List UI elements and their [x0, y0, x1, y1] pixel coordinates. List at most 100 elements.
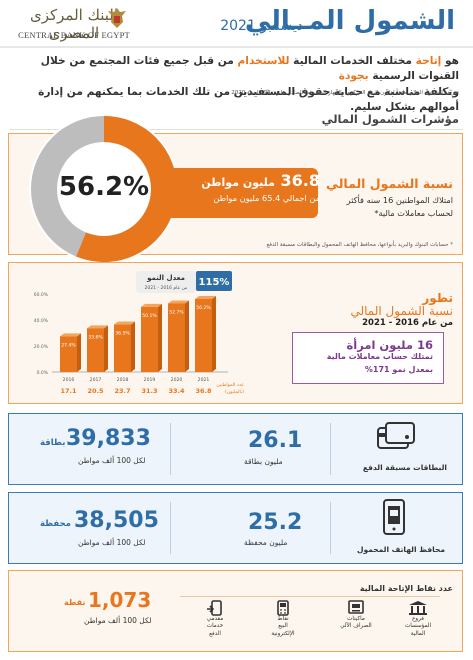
access-points-divider — [180, 596, 440, 597]
bar — [141, 306, 158, 372]
mobile-wallet-icon — [383, 499, 405, 535]
inclusion-description: امتلاك المواطنين 16 سنه فأكثر لحساب معام… — [346, 195, 453, 218]
inclusion-percent: 56.2% — [58, 172, 150, 202]
bar-data-label: 50.1% — [142, 313, 157, 319]
women-stat-box — [292, 332, 444, 384]
bar-top — [114, 321, 135, 325]
citizens-count-bar — [168, 168, 318, 218]
growth-badge-value: 115% — [199, 277, 230, 288]
bar-top — [60, 333, 81, 337]
access-point-label: ماكينات الصراف الآلي — [340, 616, 372, 630]
inclusion-bar-chart: معدل النمو من عام 2016 - 2021 115% 0.0% 20.0… — [34, 271, 244, 395]
definition-source: تعريف الشمول المالي طبقاً لقانون البنك ا… — [231, 90, 459, 96]
bar — [60, 336, 77, 372]
section-divider — [10, 129, 463, 130]
y-tick-label: 40.0% — [34, 318, 49, 324]
bar-side — [104, 325, 108, 372]
prepaid-cards-label: البطاقات مسبقة الدفع — [362, 463, 447, 472]
panel-divider — [170, 502, 171, 554]
logo-arabic: البنك المركزى المصرى — [29, 6, 119, 42]
access-point-pos: نقاط البيع الإلكترونية — [258, 600, 308, 642]
citizens-count-label: 20.5 — [87, 387, 104, 395]
definition-text: هو إتاحة مختلف الخدمات المالية للاستخدام… — [38, 55, 459, 114]
prepaid-cards-per100k-sub: لكل 100 ألف مواطن — [78, 456, 146, 465]
access-points-per100k-unit: نقطة — [64, 598, 86, 607]
report-date: ديسمبر 2021 — [220, 18, 303, 34]
bar — [114, 324, 131, 372]
inclusion-heading: نسبة الشمول المالي — [326, 176, 453, 191]
bar-data-label: 33.6% — [88, 334, 103, 340]
bar-top — [87, 325, 108, 329]
access-point-label: مقدمي خدمات الدفع — [206, 616, 224, 637]
women-desc: تمتلك حساب معاملات مالية — [326, 352, 433, 361]
mobile-wallets-per100k: 38,505 — [74, 508, 159, 533]
legend-subtitle: من عام 2016 - 2021 — [145, 285, 189, 291]
pos-icon — [277, 600, 289, 616]
mobile-wallets-unit: مليون محفظة — [244, 538, 288, 547]
bar-data-label: 52.7% — [169, 309, 184, 315]
mobile-wallets-per100k-unit: محفظة — [40, 519, 71, 529]
bar-side — [158, 303, 162, 372]
citizens-count-label: 17.1 — [60, 387, 77, 395]
access-point-atms: ماكينات الصراف الآلي — [331, 600, 381, 642]
women-growth: بمعدل نمو 171% — [364, 365, 433, 374]
mobile-wallets-per100k-sub: لكل 100 ألف مواطن — [78, 538, 146, 547]
header-divider — [0, 46, 473, 48]
bar — [195, 298, 212, 372]
mobile-wallets-panel — [8, 492, 463, 564]
x-tick-label: 2019 — [144, 377, 156, 383]
section-title: مؤشرات الشمول المالي — [321, 112, 459, 126]
trend-period: من عام 2016 - 2021 — [362, 318, 453, 328]
access-point-label: نقاط البيع الإلكترونية — [271, 616, 295, 637]
donut-filled-arc — [31, 116, 177, 262]
bar-top — [168, 300, 189, 304]
growth-badge — [196, 271, 232, 291]
bar-side — [185, 300, 189, 372]
bar — [168, 303, 185, 372]
citizens-count-label: 33.4 — [168, 387, 185, 395]
access-points-per100k-sub: لكل 100 ألف مواطن — [84, 616, 152, 625]
trend-subheading: نسبة الشمول المالي — [350, 304, 453, 318]
prepaid-cards-unit: مليون بطاقة — [244, 457, 283, 466]
bar-side — [77, 333, 81, 372]
x-tick-label: 2016 — [63, 377, 75, 383]
x-tick-label: 2018 — [117, 377, 129, 383]
bank-icon — [409, 601, 427, 615]
payment-provider-icon — [207, 600, 222, 616]
eagle-icon — [108, 8, 126, 28]
mobile-wallets-label: محافظ الهاتف المحمول — [357, 545, 445, 554]
access-point-label: فروع المؤسسات المالية — [404, 616, 432, 637]
series-label: عدد المواطنين — [216, 383, 244, 388]
page-title: الشمول المــالي — [244, 6, 455, 36]
panel-divider — [170, 423, 171, 475]
bar-data-label: 36.5% — [115, 331, 130, 337]
chart-legend — [136, 271, 196, 293]
atm-icon — [348, 600, 364, 614]
access-points-title: عدد نقاط الإتاحة المالية — [359, 584, 453, 593]
prepaid-cards-value: 26.1 — [248, 428, 303, 453]
bar — [87, 328, 104, 372]
bar-side — [131, 321, 135, 372]
citizens-total: من اجمالي 65.4 مليون مواطن — [213, 193, 320, 203]
trend-heading: تطور — [422, 291, 453, 305]
bar-top — [195, 295, 216, 299]
citizens-count-label: 36.8 — [195, 387, 212, 395]
cbe-logo: البنك المركزى المصرى CENTRAL BANK OF EGY… — [14, 6, 134, 44]
bar-data-label: 27.4% — [61, 342, 76, 348]
x-tick-label: 2021 — [198, 377, 210, 383]
citizens-count-label: 31.3 — [141, 387, 157, 395]
x-tick-label: 2020 — [171, 377, 183, 383]
y-tick-label: 0.0% — [37, 370, 49, 376]
logo-english: CENTRAL BANK OF EGYPT — [18, 30, 130, 40]
access-point-banks: فروع المؤسسات المالية — [393, 600, 443, 642]
y-tick-label: 20.0% — [34, 344, 49, 350]
citizens-count: 36.8 مليون مواطن — [201, 171, 320, 190]
prepaid-cards-per100k: 39,833 — [66, 426, 151, 451]
prepaid-cards-per100k-unit: بطاقة — [40, 438, 66, 448]
access-points-panel — [8, 570, 463, 652]
y-tick-label: 60.0% — [34, 292, 49, 298]
access-point-payment-providers: مقدمي خدمات الدفع — [190, 600, 240, 642]
mobile-wallets-value: 25.2 — [248, 510, 303, 535]
series-label-unit: (بالمليون) — [225, 389, 244, 395]
bar-data-label: 56.2% — [196, 305, 211, 311]
